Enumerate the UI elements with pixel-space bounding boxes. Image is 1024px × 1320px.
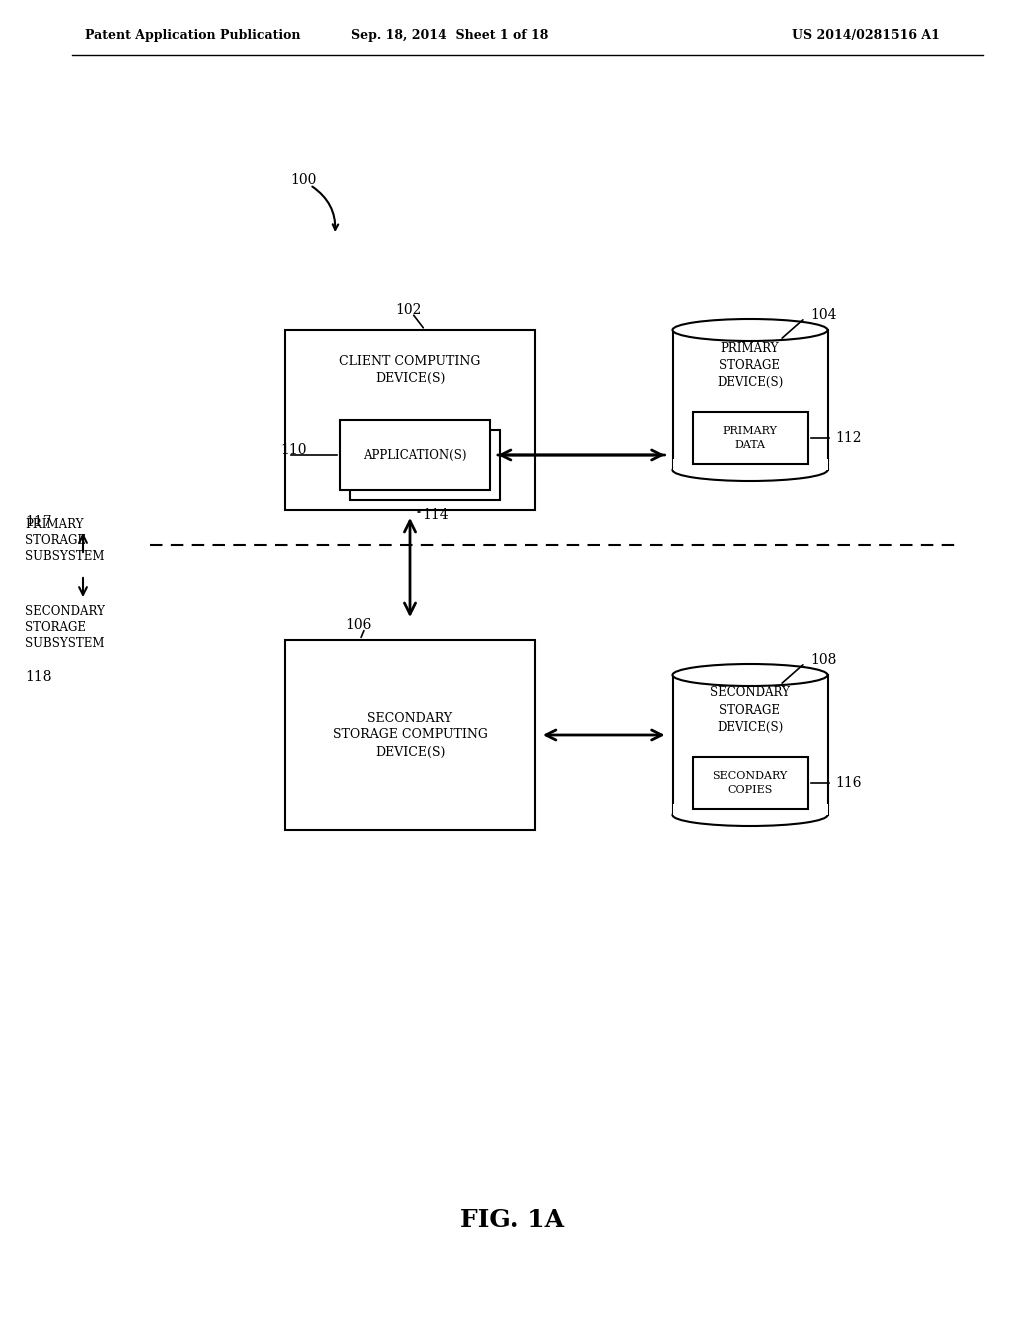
Bar bbox=[673, 330, 827, 470]
Bar bbox=[350, 430, 500, 500]
Bar bbox=[285, 330, 535, 510]
Bar bbox=[692, 756, 808, 809]
Text: Sep. 18, 2014  Sheet 1 of 18: Sep. 18, 2014 Sheet 1 of 18 bbox=[351, 29, 549, 41]
Ellipse shape bbox=[673, 459, 827, 480]
Text: 100: 100 bbox=[290, 173, 316, 187]
Text: US 2014/0281516 A1: US 2014/0281516 A1 bbox=[793, 29, 940, 41]
Bar bbox=[673, 459, 827, 470]
Bar bbox=[673, 804, 827, 814]
Text: 117: 117 bbox=[25, 515, 51, 529]
Text: 108: 108 bbox=[810, 653, 837, 667]
Text: Patent Application Publication: Patent Application Publication bbox=[85, 29, 300, 41]
Bar bbox=[285, 640, 535, 830]
Text: 102: 102 bbox=[395, 304, 421, 317]
Ellipse shape bbox=[673, 319, 827, 341]
Ellipse shape bbox=[673, 804, 827, 826]
Text: PRIMARY
STORAGE
SUBSYSTEM: PRIMARY STORAGE SUBSYSTEM bbox=[25, 517, 104, 564]
Text: FIG. 1A: FIG. 1A bbox=[460, 1208, 564, 1232]
Text: 114: 114 bbox=[422, 508, 449, 521]
Text: APPLICATION(S): APPLICATION(S) bbox=[364, 449, 467, 462]
Bar bbox=[340, 420, 490, 490]
Text: SECONDARY
STORAGE
DEVICE(S): SECONDARY STORAGE DEVICE(S) bbox=[710, 686, 790, 734]
Text: 118: 118 bbox=[25, 671, 51, 684]
Text: PRIMARY
DATA: PRIMARY DATA bbox=[723, 426, 777, 450]
Text: 112: 112 bbox=[835, 432, 861, 445]
Text: SECONDARY
STORAGE
SUBSYSTEM: SECONDARY STORAGE SUBSYSTEM bbox=[25, 605, 104, 649]
Text: 106: 106 bbox=[345, 618, 372, 632]
Text: 104: 104 bbox=[810, 308, 837, 322]
Text: CLIENT COMPUTING
DEVICE(S): CLIENT COMPUTING DEVICE(S) bbox=[339, 355, 480, 385]
Text: 116: 116 bbox=[835, 776, 861, 789]
Text: SECONDARY
STORAGE COMPUTING
DEVICE(S): SECONDARY STORAGE COMPUTING DEVICE(S) bbox=[333, 711, 487, 759]
Bar bbox=[692, 412, 808, 465]
Bar bbox=[673, 675, 827, 814]
Text: SECONDARY
COPIES: SECONDARY COPIES bbox=[713, 771, 787, 795]
Text: PRIMARY
STORAGE
DEVICE(S): PRIMARY STORAGE DEVICE(S) bbox=[717, 342, 783, 388]
Text: 110: 110 bbox=[280, 444, 306, 457]
Ellipse shape bbox=[673, 664, 827, 686]
